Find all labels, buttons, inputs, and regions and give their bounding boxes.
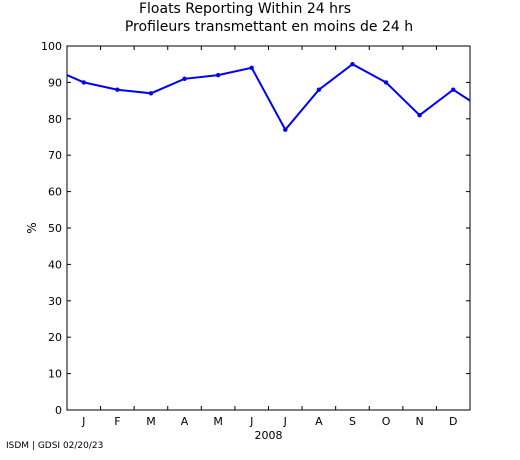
x-tick-label: A <box>315 415 323 428</box>
y-tick-label: 50 <box>48 222 62 235</box>
data-point <box>182 76 187 81</box>
y-tick-label: 30 <box>48 295 62 308</box>
data-point <box>350 61 355 67</box>
x-tick-label: A <box>181 415 189 428</box>
x-tick-label: J <box>249 415 253 428</box>
x-tick-label: M <box>213 415 223 428</box>
data-point <box>417 112 422 118</box>
y-axis-label: % <box>25 222 39 233</box>
data-point <box>81 80 86 85</box>
data-point <box>249 65 254 71</box>
footer-credit: ISDM | GDSI 02/20/23 <box>6 441 104 451</box>
x-tick-label: N <box>416 415 424 428</box>
chart-subtitle: Profileurs transmettant en moins de 24 h <box>124 19 414 35</box>
data-point <box>383 80 389 85</box>
y-tick-label: 100 <box>41 40 62 53</box>
data-point <box>115 87 120 92</box>
x-tick-label: O <box>382 415 391 428</box>
y-tick-label: 10 <box>48 368 62 381</box>
chart-title: Floats Reporting Within 24 hrs <box>138 1 352 17</box>
data-point <box>215 72 221 78</box>
x-tick-label: M <box>146 415 156 428</box>
data-point <box>316 87 322 92</box>
data-point <box>451 87 456 92</box>
x-tick-label: J <box>81 415 85 428</box>
y-tick-label: 0 <box>55 404 62 417</box>
y-tick-label: 20 <box>48 331 62 344</box>
x-tick-label: D <box>449 415 457 428</box>
y-tick-label: 60 <box>48 186 62 199</box>
series-line <box>66 63 471 132</box>
data-point <box>283 127 288 132</box>
x-tick-label: J <box>283 415 287 428</box>
y-tick-label: 70 <box>48 149 62 162</box>
y-tick-label: 40 <box>48 258 62 271</box>
x-tick-label: F <box>114 415 120 428</box>
data-point <box>148 91 154 96</box>
y-tick-label: 80 <box>48 113 62 126</box>
y-tick-label: 90 <box>48 76 62 89</box>
x-tick-label: S <box>349 415 356 428</box>
x-axis-label: 2008 <box>255 429 283 442</box>
